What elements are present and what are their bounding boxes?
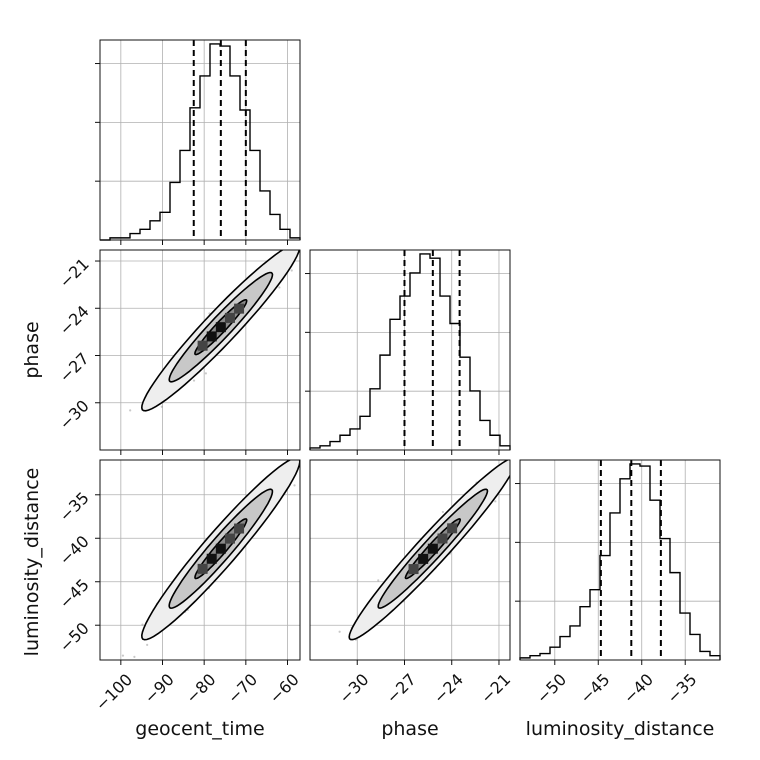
y-tick-label-luminosity_distance: −35 — [56, 488, 93, 525]
density-cell — [197, 563, 208, 574]
panel-frame — [99, 39, 301, 241]
sample-point — [204, 372, 207, 375]
density-cell — [234, 303, 245, 314]
density-cell — [224, 533, 235, 544]
histogram-luminosity_distance — [519, 463, 721, 660]
x-tick-label-geocent_time: −80 — [182, 670, 219, 707]
xlabel-geocent-time: geocent_time — [135, 718, 264, 740]
ylabel-luminosity-distance: luminosity_distance — [21, 468, 43, 657]
hist-panel-phase — [305, 249, 511, 451]
panel-bg — [100, 40, 300, 240]
x-tick-label-phase: −27 — [382, 670, 419, 707]
density-cell — [437, 533, 448, 544]
panel-frame — [309, 249, 511, 451]
sample-point — [129, 409, 132, 412]
hist-panel-luminosity_distance — [515, 459, 721, 661]
sample-point — [141, 623, 144, 626]
panel-frame — [519, 459, 721, 661]
density-cell — [206, 331, 217, 342]
x-tick-label-geocent_time: −60 — [266, 670, 303, 707]
scatter-panel-geocent_time-luminosity_distance — [99, 459, 301, 661]
sample-point — [121, 654, 125, 657]
x-tick-label-phase: −30 — [335, 670, 372, 707]
y-tick-label-phase: −24 — [56, 302, 93, 339]
density-cell — [408, 564, 419, 575]
sample-point — [278, 286, 281, 289]
density-cell — [224, 312, 235, 323]
x-tick-label-luminosity_distance: −50 — [533, 670, 570, 707]
x-tick-label-phase: −24 — [430, 670, 467, 707]
y-tick-label-phase: −21 — [56, 254, 93, 291]
x-tick-label-luminosity_distance: −40 — [620, 670, 657, 707]
histogram-geocent_time — [100, 43, 301, 241]
x-tick-label-luminosity_distance: −45 — [576, 670, 613, 707]
sample-point — [377, 579, 380, 582]
sample-point — [192, 379, 196, 382]
sample-point — [441, 510, 445, 514]
y-tick-label-phase: −30 — [56, 396, 93, 433]
sample-point — [133, 655, 136, 659]
density-cell — [427, 543, 438, 554]
sample-point — [338, 630, 341, 633]
sample-point — [494, 500, 497, 503]
y-tick-label-luminosity_distance: −40 — [56, 532, 93, 569]
density-cell — [447, 523, 458, 534]
panel-content — [100, 460, 300, 660]
sample-point — [302, 236, 304, 238]
scatter-panel-phase-luminosity_distance — [309, 459, 511, 661]
y-tick-label-luminosity_distance: −50 — [56, 619, 93, 656]
panel-frame — [309, 459, 511, 661]
y-tick-label-phase: −27 — [56, 349, 93, 386]
y-tick-label-luminosity_distance: −45 — [56, 575, 93, 612]
panel-content — [100, 236, 304, 450]
histogram-phase — [309, 253, 511, 450]
hist-panel-geocent_time — [95, 39, 301, 241]
density-cell — [206, 553, 217, 564]
ylabel-phase: phase — [21, 321, 43, 378]
scatter-panel-geocent_time-phase — [99, 236, 304, 451]
x-tick-label-geocent_time: −90 — [141, 670, 178, 707]
density-cell — [234, 523, 245, 534]
xlabel-phase: phase — [381, 718, 438, 740]
x-tick-label-geocent_time: −100 — [92, 670, 137, 715]
x-tick-label-phase: −21 — [477, 670, 514, 707]
xlabel-luminosity-distance: luminosity_distance — [526, 718, 715, 740]
panel-frame — [99, 459, 301, 661]
panel-frame — [99, 249, 301, 451]
sample-point — [146, 643, 149, 646]
x-tick-label-geocent_time: −70 — [224, 670, 261, 707]
density-cell — [197, 340, 208, 351]
density-cell — [215, 543, 226, 554]
panel-content — [310, 460, 510, 660]
sample-point — [160, 405, 163, 408]
sample-point — [290, 269, 293, 272]
density-cell — [215, 322, 226, 333]
density-cell — [418, 553, 429, 564]
x-tick-label-luminosity_distance: −35 — [663, 670, 700, 707]
sample-point — [293, 484, 296, 487]
